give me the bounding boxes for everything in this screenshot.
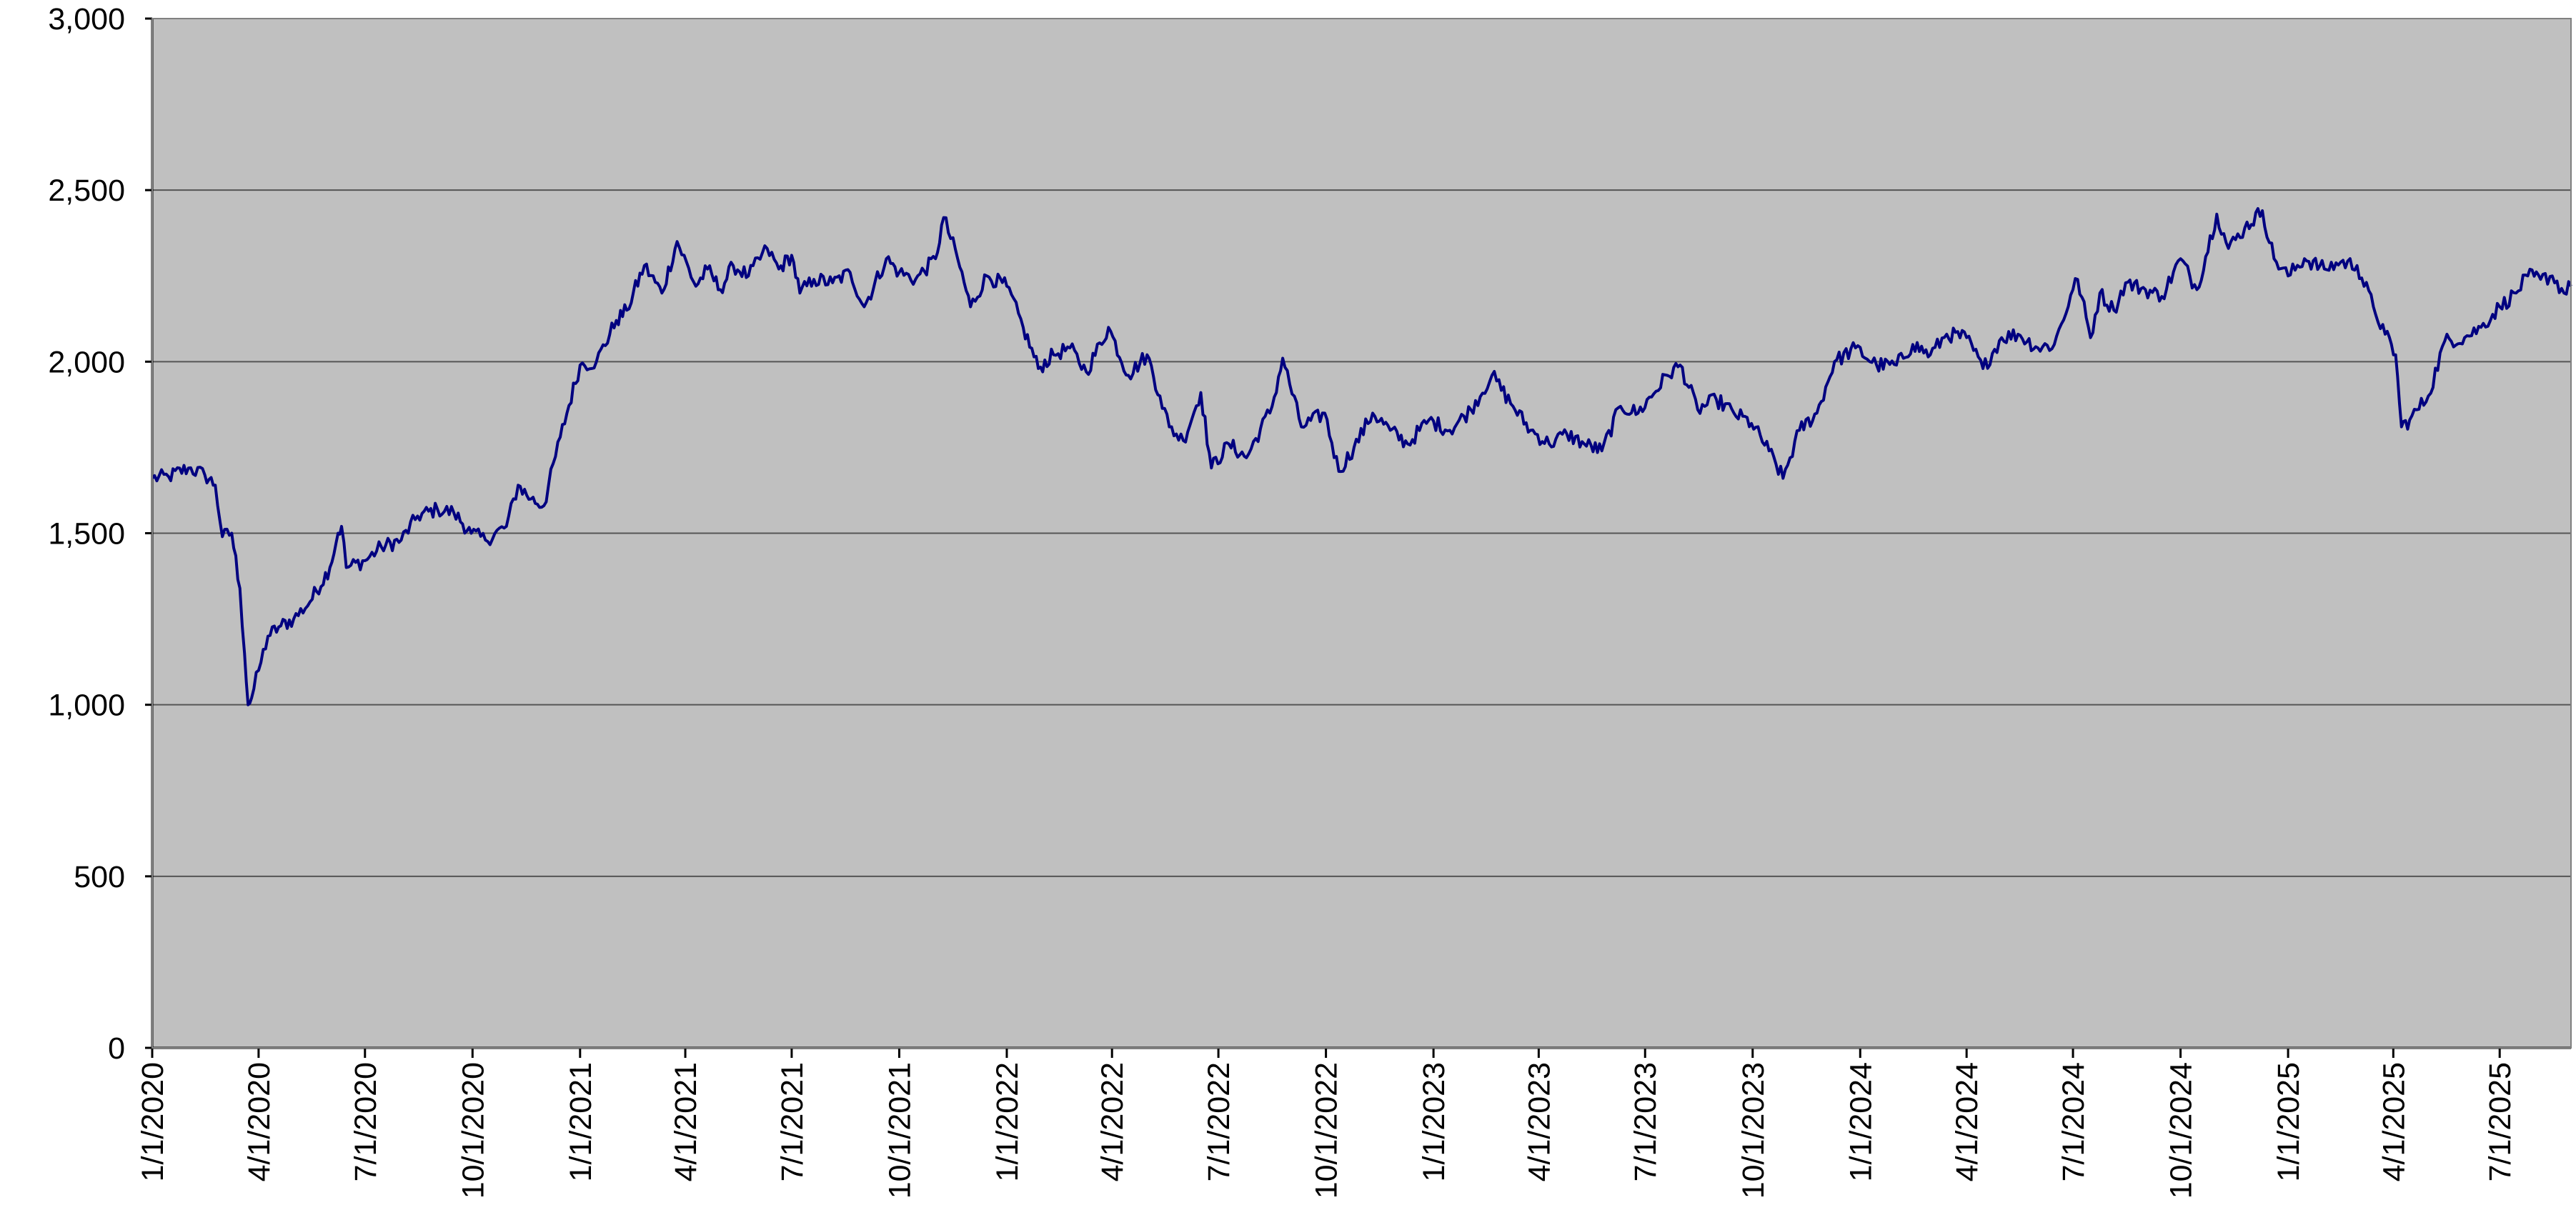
x-tick-label: 4/1/2022 xyxy=(1095,1062,1130,1181)
y-axis: 0 500 1,000 1,500 2,000 2,500 3,000 xyxy=(48,2,154,1066)
x-tick-label: 1/1/2024 xyxy=(1844,1062,1878,1181)
x-tick-label: 1/1/2022 xyxy=(990,1062,1025,1181)
x-tick-label: 10/1/2020 xyxy=(456,1062,490,1199)
y-tick-label: 0 xyxy=(108,1031,125,1066)
x-tick-label: 4/1/2024 xyxy=(1950,1062,1984,1181)
x-tick-label: 7/1/2020 xyxy=(349,1062,383,1181)
x-tick-label: 4/1/2021 xyxy=(669,1062,703,1181)
x-tick-label: 7/1/2024 xyxy=(2057,1062,2091,1181)
y-tick-label: 2,000 xyxy=(48,345,125,379)
x-tick-label: 10/1/2021 xyxy=(882,1062,917,1199)
x-tick-label: 1/1/2023 xyxy=(1417,1062,1451,1181)
x-tick-label: 10/1/2022 xyxy=(1310,1062,1344,1199)
x-tick-label: 7/1/2021 xyxy=(775,1062,810,1181)
x-tick-label: 10/1/2023 xyxy=(1736,1062,1771,1199)
y-tick-label: 1,500 xyxy=(48,517,125,551)
y-tick-label: 500 xyxy=(74,860,125,894)
x-tick-label: 7/1/2022 xyxy=(1202,1062,1236,1181)
y-tick-label: 2,500 xyxy=(48,174,125,208)
series-line xyxy=(151,207,2572,706)
x-tick-label: 4/1/2020 xyxy=(242,1062,277,1181)
y-tick-label: 1,000 xyxy=(48,689,125,723)
y-tick-label: 3,000 xyxy=(48,2,125,36)
x-tick-label: 4/1/2023 xyxy=(1522,1062,1556,1181)
x-tick-label: 4/1/2025 xyxy=(2377,1062,2411,1181)
x-tick-label: 1/1/2021 xyxy=(564,1062,598,1181)
x-axis: 1/1/2020 4/1/2020 7/1/2020 10/1/2020 1/1/202… xyxy=(136,1046,2571,1199)
plot-frame xyxy=(151,18,2572,1049)
x-tick-label: 1/1/2025 xyxy=(2272,1062,2306,1181)
x-tick-label: 10/1/2024 xyxy=(2164,1062,2199,1199)
grid-lines xyxy=(152,189,2571,877)
x-tick-label: 1/1/2020 xyxy=(136,1062,170,1181)
x-tick-label: 7/1/2023 xyxy=(1628,1062,1663,1181)
x-tick-label: 7/1/2025 xyxy=(2483,1062,2517,1181)
